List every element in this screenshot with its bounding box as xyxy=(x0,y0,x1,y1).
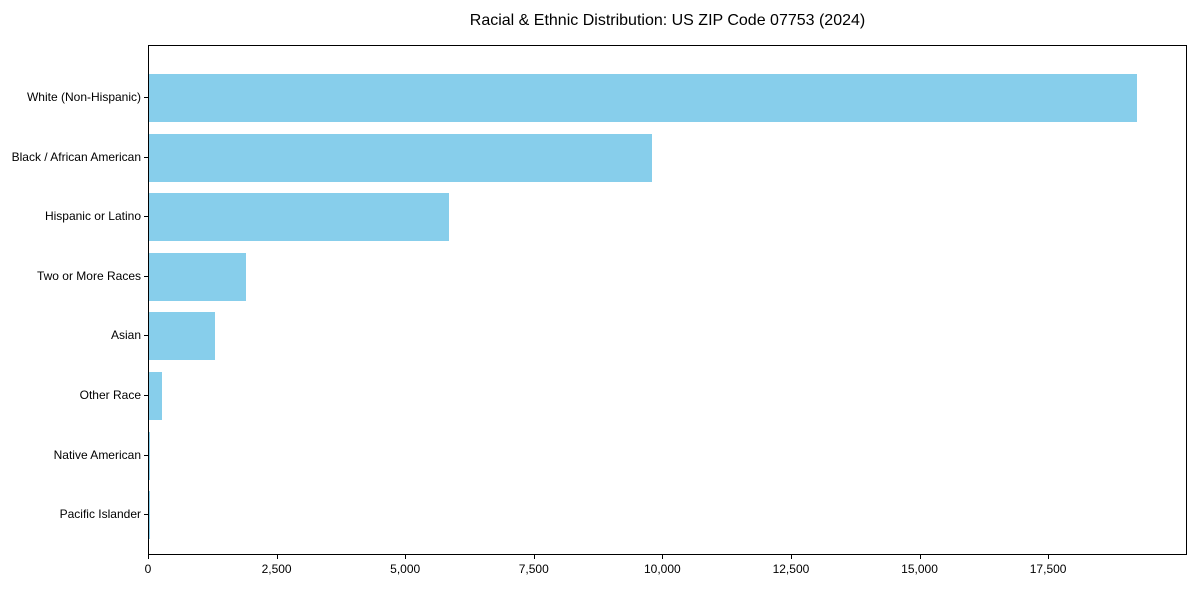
x-tick-label: 10,000 xyxy=(643,562,681,576)
y-axis-label-white-non-hispanic: White (Non-Hispanic) xyxy=(26,90,141,104)
y-tick-mark xyxy=(144,395,148,396)
x-tick-mark xyxy=(790,555,792,559)
y-axis-label-two-or-more-races: Two or More Races xyxy=(36,268,141,283)
y-axis-label-black-african-american: Black / African American xyxy=(11,149,141,164)
bar-pacific-islander xyxy=(149,491,150,540)
x-tick-mark xyxy=(1048,555,1050,559)
x-tick-mark xyxy=(662,555,664,559)
x-tick-mark xyxy=(276,555,278,559)
x-tick-label: 0 xyxy=(144,562,152,576)
x-tick-mark xyxy=(919,555,921,559)
y-tick-mark xyxy=(144,216,148,218)
y-tick-mark xyxy=(144,454,148,456)
bar-native-american xyxy=(149,431,151,480)
x-tick-label: 17,500 xyxy=(1029,562,1067,576)
bar-black-african-american xyxy=(149,133,653,182)
y-axis-label-other-race: Other Race xyxy=(79,388,141,402)
x-tick-mark xyxy=(148,555,149,559)
chart-title: Racial & Ethnic Distribution: US ZIP Cod… xyxy=(469,12,866,29)
x-tick-label: 15,000 xyxy=(901,562,938,576)
y-axis-label-asian: Asian xyxy=(110,328,141,343)
x-tick-mark xyxy=(533,555,535,559)
bar-asian xyxy=(149,312,215,361)
y-axis-label-pacific-islander: Pacific Islander xyxy=(59,507,141,522)
x-tick-label: 12,500 xyxy=(772,562,810,576)
bar-two-or-more-races xyxy=(149,252,247,301)
y-tick-mark xyxy=(144,156,148,158)
x-tick-label: 5,000 xyxy=(390,562,421,576)
x-tick-label: 7,500 xyxy=(518,562,549,576)
bar-hispanic-or-latino xyxy=(149,193,450,242)
x-tick-mark xyxy=(405,555,407,559)
bar-white-non-hispanic xyxy=(149,74,1137,122)
y-tick-mark xyxy=(144,514,148,516)
y-axis-label-hispanic-or-latino: Hispanic or Latino xyxy=(44,209,141,224)
y-axis-label-native-american: Native American xyxy=(53,447,141,462)
bar-other-race xyxy=(149,372,162,420)
plot-area xyxy=(148,45,1187,555)
y-tick-mark xyxy=(144,275,148,277)
y-tick-mark xyxy=(144,97,148,98)
y-tick-mark xyxy=(144,335,148,337)
x-tick-label: 2,500 xyxy=(261,562,292,576)
